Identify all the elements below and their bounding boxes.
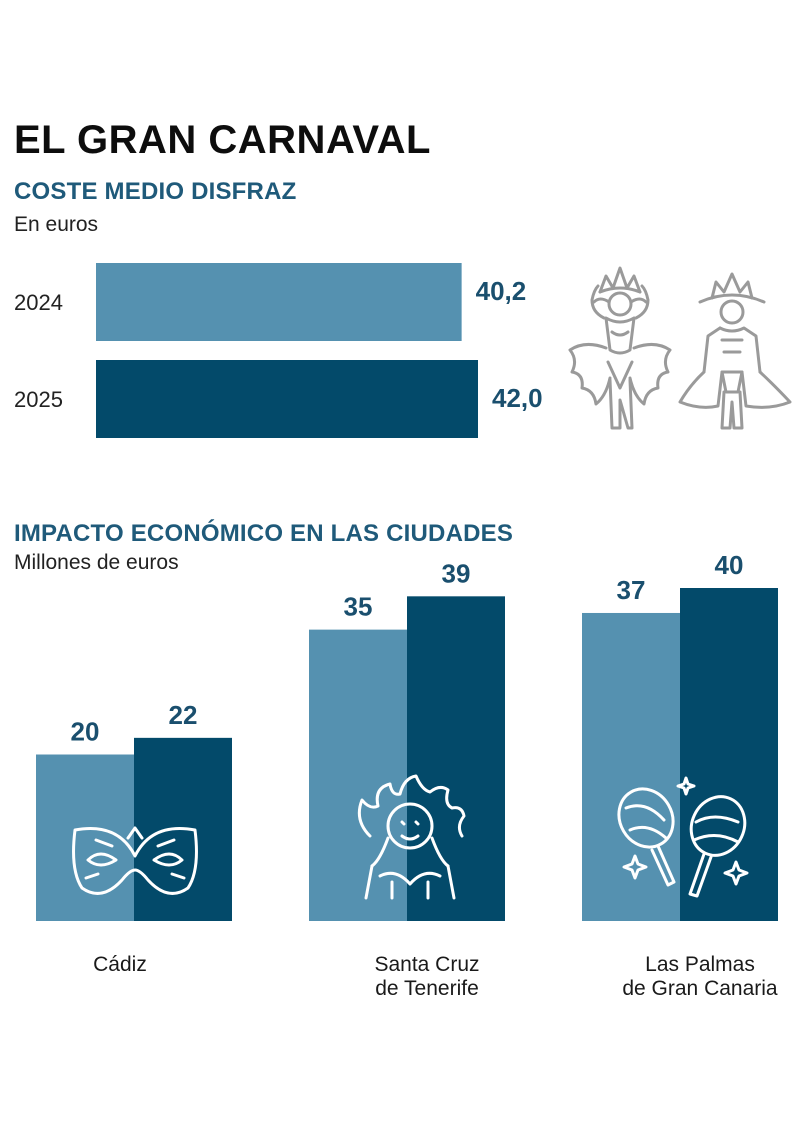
city-label-las-palmas: Las Palmas de Gran Canaria — [622, 953, 778, 1000]
chart-title: EL GRAN CARNAVAL — [14, 118, 431, 162]
impact-bar-santa-cruz-second — [407, 596, 505, 921]
costume-cost-title: COSTE MEDIO DISFRAZ — [14, 178, 297, 205]
impact-value-label-las-palmas-first: 37 — [617, 575, 646, 605]
impact-value-label-cadiz-second: 22 — [169, 700, 198, 730]
economic-impact-unit: Millones de euros — [14, 551, 179, 574]
cost-bar-2025 — [96, 360, 478, 438]
impact-bar-santa-cruz-first — [309, 629, 407, 921]
cost-value-label-2025: 42,0 — [492, 383, 543, 413]
cost-bar-2024 — [96, 263, 462, 341]
cost-value-label-2024: 40,2 — [476, 276, 527, 306]
costume-cost-unit: En euros — [14, 213, 99, 236]
impact-value-label-santa-cruz-second: 39 — [442, 558, 471, 588]
impact-value-label-las-palmas-second: 40 — [715, 550, 744, 580]
impact-bar-las-palmas-first — [582, 612, 680, 921]
cost-year-label-2025: 2025 — [14, 387, 63, 412]
male-carnival-dancer-icon — [678, 272, 792, 430]
economic-impact-title: IMPACTO ECONÓMICO EN LAS CIUDADES — [14, 520, 514, 547]
impact-value-label-cadiz-first: 20 — [71, 717, 100, 747]
impact-bar-cadiz-first — [36, 754, 134, 921]
carnival-mask-icon — [72, 826, 198, 895]
cost-year-label-2024: 2024 — [14, 290, 63, 315]
city-label-santa-cruz: Santa Cruz de Tenerife — [374, 953, 480, 1000]
impact-value-label-santa-cruz-first: 35 — [344, 592, 373, 622]
impact-bar-las-palmas-second — [680, 588, 778, 921]
carnival-queen-icon — [357, 774, 466, 900]
female-carnival-dancer-icon — [568, 266, 672, 430]
maracas-icon — [617, 776, 749, 898]
city-label-cadiz: Cádiz — [93, 953, 147, 976]
